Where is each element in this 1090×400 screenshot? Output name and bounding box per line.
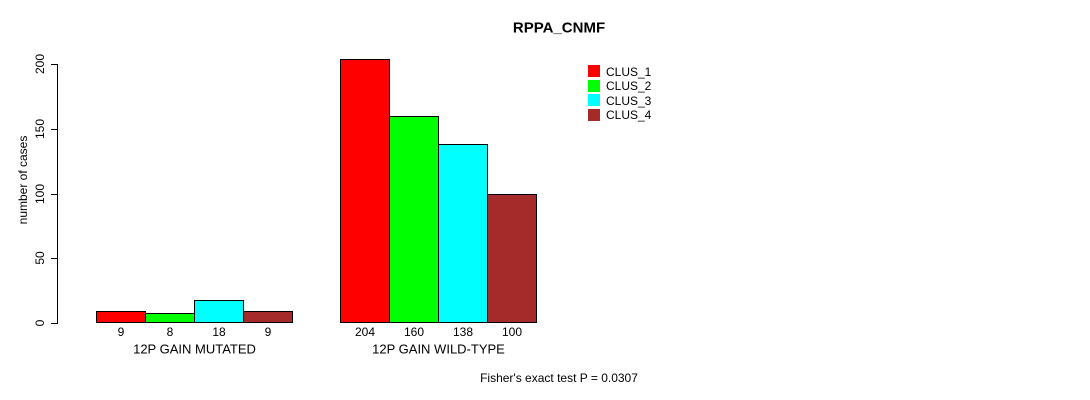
y-tick-label: 0 [33, 319, 47, 327]
legend-swatch-clus_3 [588, 94, 600, 107]
fisher-test-annotation: Fisher's exact test P = 0.0307 [480, 371, 638, 385]
bar-clus_3-1 [194, 299, 244, 323]
y-axis-title: number of cases [16, 135, 30, 225]
legend-swatch-clus_1 [588, 65, 600, 77]
bar-value-label: 9 [117, 325, 125, 339]
bar-value-label: 9 [264, 325, 272, 339]
bar-value-label: 100 [501, 325, 523, 339]
bar-value-label: 204 [354, 325, 376, 339]
y-tick-mark [51, 258, 57, 260]
bar-clus_1-1 [96, 311, 146, 323]
chart-title: RPPA_CNMF [512, 19, 606, 37]
y-tick-mark [51, 323, 57, 324]
bar-value-label: 18 [212, 325, 226, 339]
y-tick-mark [51, 193, 57, 195]
legend-swatch-clus_2 [588, 79, 600, 92]
bar-value-label: 8 [166, 325, 174, 339]
y-tick-mark [51, 64, 57, 65]
legend-label-clus_4: CLUS_4 [606, 108, 652, 123]
bar-clus_4-1 [243, 311, 293, 323]
legend-swatch-clus_4 [588, 108, 600, 121]
bar-clus_2-1 [145, 312, 195, 323]
y-tick-label: 50 [33, 251, 47, 265]
legend-label-clus_2: CLUS_2 [606, 79, 652, 94]
x-category-label: 12P GAIN MUTATED [133, 341, 256, 357]
legend-label-clus_1: CLUS_1 [606, 64, 652, 79]
y-tick-label: 100 [33, 183, 47, 204]
bar-value-label: 138 [452, 325, 474, 339]
y-axis-line [57, 64, 58, 324]
bar-value-label: 160 [403, 325, 425, 339]
bar-clus_1-2 [340, 58, 390, 323]
bar-clus_2-2 [389, 115, 439, 323]
bar-clus_3-2 [438, 144, 488, 323]
bar-clus_4-2 [487, 193, 537, 323]
y-tick-mark [51, 128, 57, 130]
y-tick-label: 150 [33, 118, 47, 139]
legend-label-clus_3: CLUS_3 [606, 93, 652, 108]
y-tick-label: 200 [33, 53, 47, 75]
x-category-label: 12P GAIN WILD-TYPE [372, 341, 505, 357]
